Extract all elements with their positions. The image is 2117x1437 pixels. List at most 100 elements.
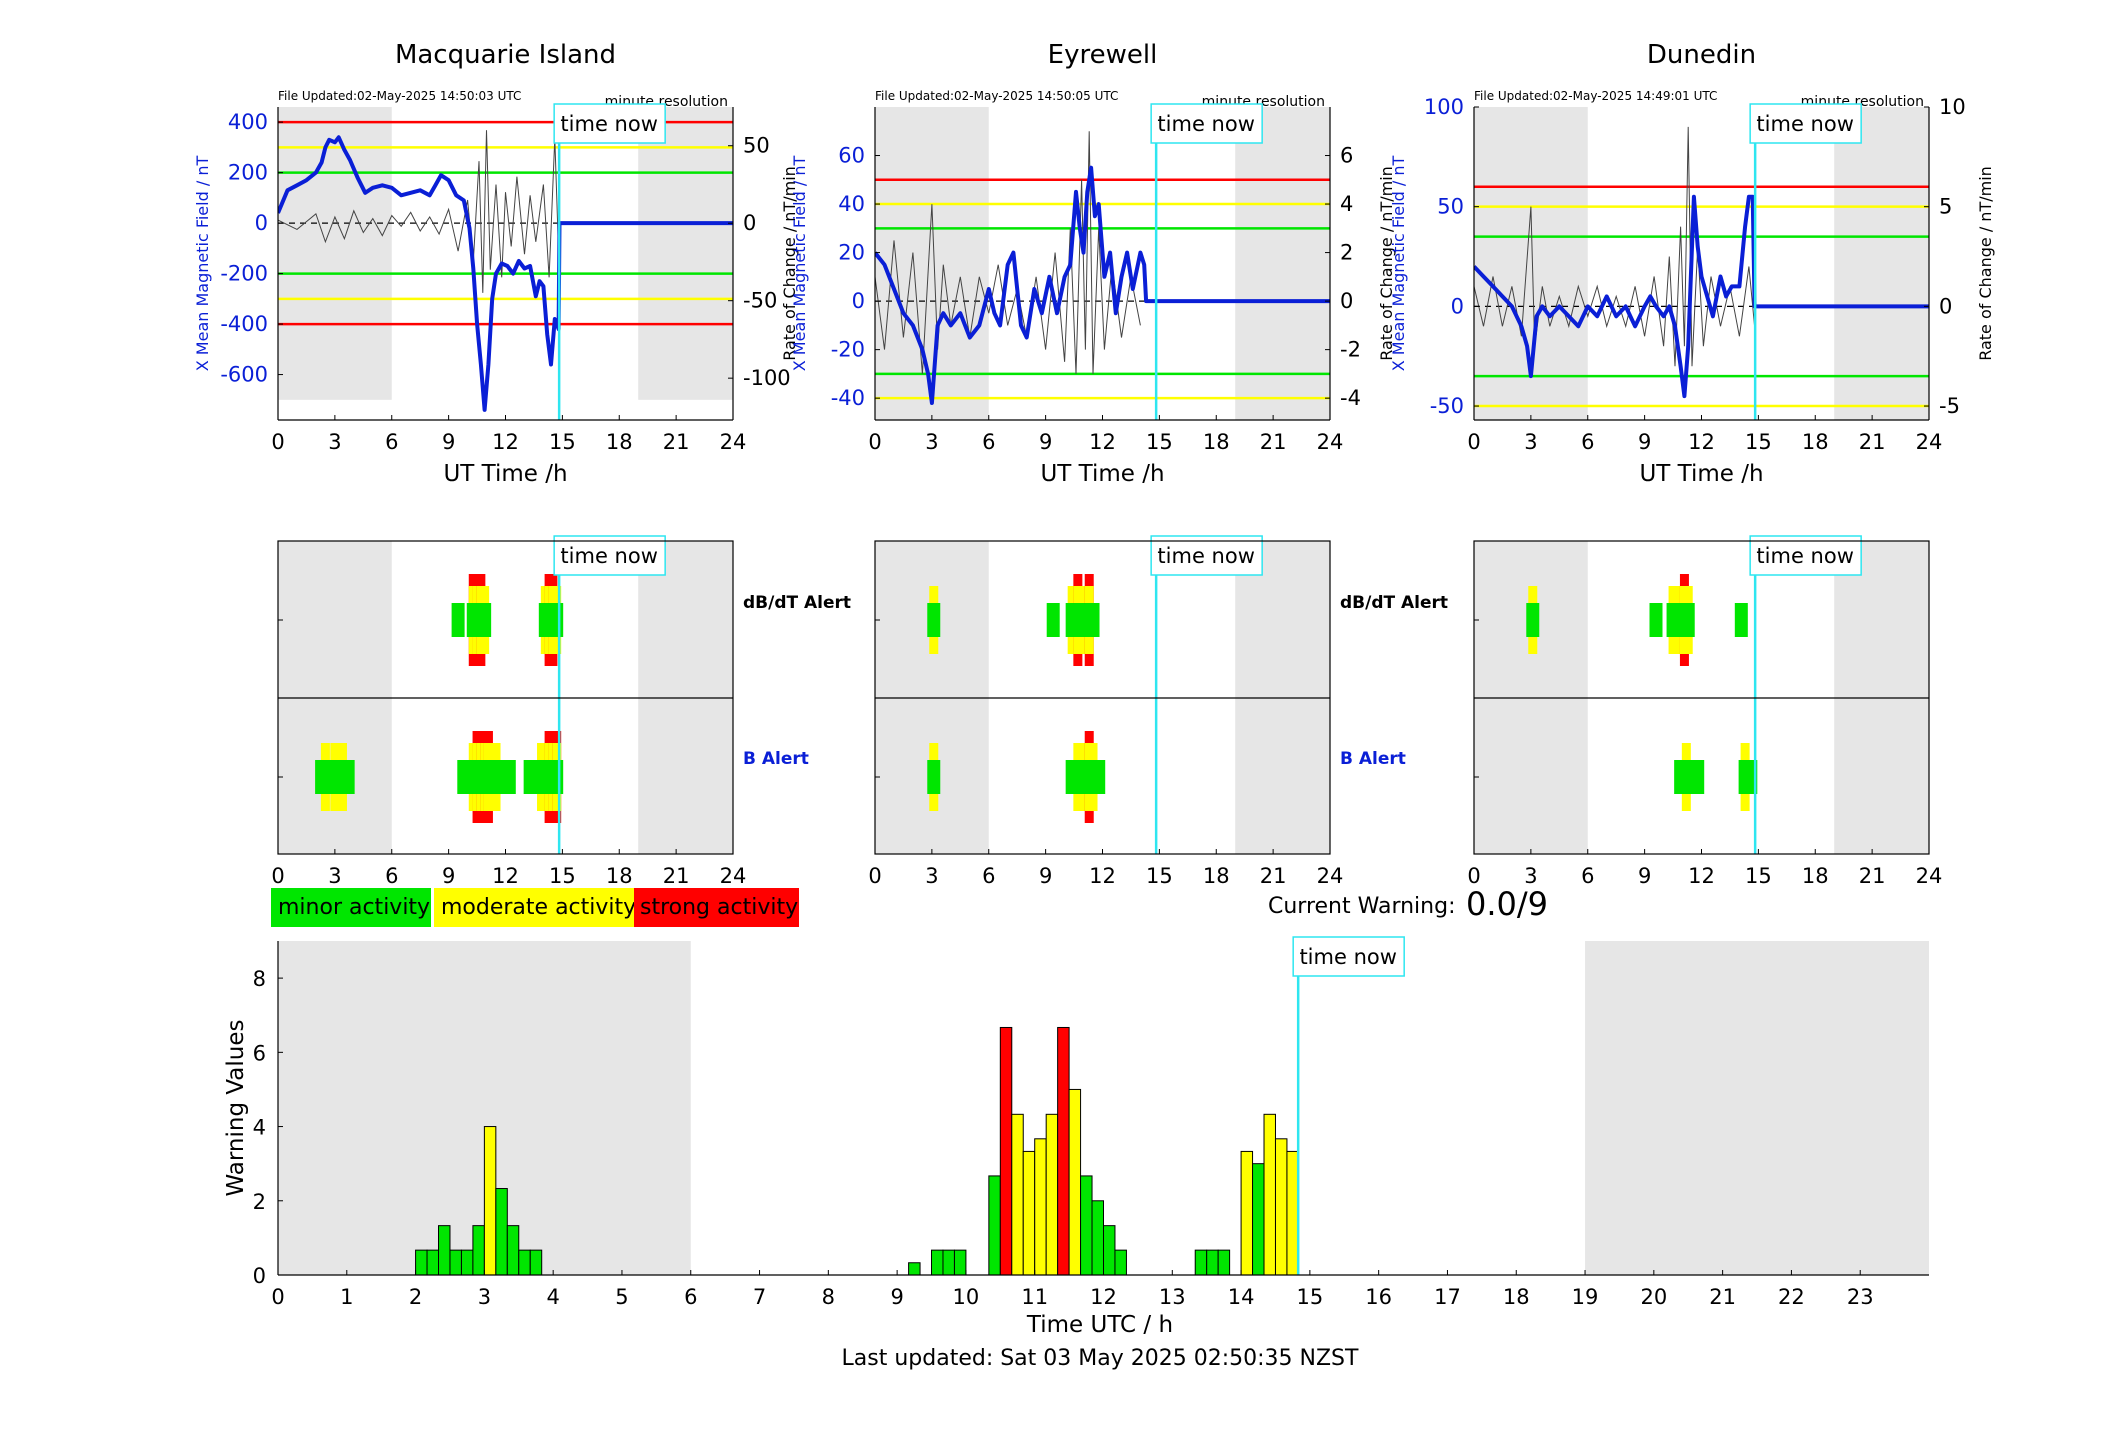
alert-x-tick-label: 21 [1859,864,1886,888]
rate-of-change-trace [1474,126,1756,367]
warning-bar [518,1249,531,1276]
y2-tick-label: 0 [1340,289,1353,313]
alert-x-tick-label: 18 [1802,864,1829,888]
station-title: Eyrewell [1048,40,1158,70]
x-tick-label: 6 [1581,430,1594,454]
y-tick-label: 200 [228,161,268,185]
y-tick-label: -200 [220,262,268,286]
warning-y-axis-label: Warning Values [223,1019,249,1196]
night-shading [875,107,989,420]
x-tick-label: 0 [1467,430,1480,454]
warning-y-tick-label: 4 [253,1116,266,1140]
alert-mark-minor [1691,760,1705,794]
alert-x-tick-label: 3 [925,864,938,888]
warning-y-tick-label: 8 [253,967,266,991]
warning-x-tick-label: 18 [1503,1285,1530,1309]
warning-bar [1252,1163,1265,1276]
warning-time-now-box [1292,936,1405,977]
warning-x-tick-label: 17 [1434,1285,1461,1309]
alert-x-tick-label: 9 [1039,864,1052,888]
y2-tick-label: 5 [1939,195,1952,219]
night-shading [1834,107,1929,420]
b-alert-label: B Alert [1340,749,1406,769]
x-tick-label: 18 [1802,430,1829,454]
legend-strong-label: strong activity [640,895,798,920]
alert-panel-0: time now 0 3 6 9 12 15 18 21 24 dB/dT Alert B Alert [271,535,851,888]
warning-y-tick-label: 2 [253,1190,266,1214]
x-tick-label: 0 [271,430,284,454]
time-now-box [553,103,666,144]
night-shading [1235,107,1330,420]
warning-bar [1263,1113,1276,1276]
time-now-label: time now [560,112,657,136]
x-tick-label: 21 [1859,430,1886,454]
x-tick-label: 24 [1317,430,1344,454]
magnetic-field-trace [278,135,733,412]
warning-bar [1011,1113,1024,1276]
alert-x-tick-label: 3 [1524,864,1537,888]
y-tick-label: 50 [1437,195,1464,219]
warning-x-tick-label: 5 [615,1285,628,1309]
x-axis-label: UT Time /h [1040,461,1164,487]
y-tick-label: 0 [255,211,268,235]
warning-time-now-label: time now [1299,945,1396,969]
warning-bar [1068,1088,1082,1276]
alert-x-tick-label: 3 [328,864,341,888]
current-warning-value: 0.0/9 [1466,885,1548,923]
alert-mark-minor [451,603,465,637]
alert-mark-minor [550,603,564,637]
alert-mark-minor [1734,603,1748,637]
warning-x-tick-label: 13 [1159,1285,1186,1309]
warning-bar [1103,1225,1116,1276]
alert-x-tick-label: 18 [606,864,633,888]
y-tick-label: -400 [220,312,268,336]
y2-axis-label: Rate of Change / nT/min [780,166,799,361]
alert-mark-minor [1086,603,1100,637]
x-tick-label: 6 [385,430,398,454]
dbdt-alert-label: dB/dT Alert [743,593,851,613]
y-tick-label: -40 [831,386,865,410]
y2-tick-label: -4 [1340,386,1361,410]
station-panel-2: Dunedin File Updated:02-May-2025 14:49:01… [1389,40,1995,487]
alert-mark-minor [1526,603,1540,637]
warning-y-tick-label: 6 [253,1041,266,1065]
warning-bar [908,1262,921,1276]
warning-x-tick-label: 2 [409,1285,422,1309]
warning-x-tick-label: 1 [340,1285,353,1309]
warning-bar [483,1126,497,1276]
night-shading [638,107,733,400]
alert-time-now-label: time now [1157,544,1254,568]
x-tick-label: 15 [1745,430,1772,454]
alert-time-now-box [1749,535,1862,576]
y2-tick-label: -50 [743,289,777,313]
x-tick-label: 21 [663,430,690,454]
legend-strong-swatch [634,888,799,927]
alert-x-tick-label: 24 [720,864,747,888]
station-panels: Macquarie Island File Updated:02-May-2025… [193,40,1995,487]
time-now-label: time now [1157,112,1254,136]
alert-mark-minor [1649,603,1663,637]
current-warning-label: Current Warning: [1268,894,1455,919]
warning-x-tick-label: 19 [1572,1285,1599,1309]
x-tick-label: 12 [492,430,519,454]
y-tick-label: 400 [228,110,268,134]
alert-x-tick-label: 18 [1203,864,1230,888]
warning-x-tick-label: 8 [822,1285,835,1309]
y2-tick-label: 50 [743,134,770,158]
alert-x-tick-label: 15 [549,864,576,888]
warning-bar [1206,1249,1219,1276]
x-axis-label: UT Time /h [1639,461,1763,487]
x-tick-label: 21 [1260,430,1287,454]
x-tick-label: 3 [1524,430,1537,454]
alert-x-tick-label: 15 [1745,864,1772,888]
warning-x-axis-label: Time UTC / h [1026,1312,1173,1338]
warning-bar [1045,1113,1059,1276]
alert-x-tick-label: 6 [385,864,398,888]
y-axis-label: X Mean Magnetic Field / nT [790,156,809,372]
x-tick-label: 3 [925,430,938,454]
x-tick-label: 3 [328,430,341,454]
x-tick-label: 15 [1146,430,1173,454]
y2-tick-label: -5 [1939,394,1960,418]
